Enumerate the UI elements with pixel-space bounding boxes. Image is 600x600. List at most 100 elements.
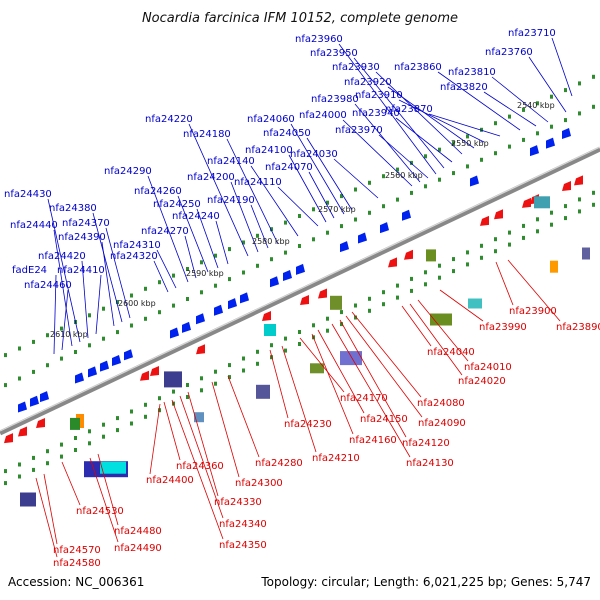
- forward-gene-label: nfa23810: [448, 67, 496, 78]
- genome-backbone: [0, 146, 600, 436]
- reverse-gene-arrow: [18, 426, 27, 437]
- track-dot-inner-rev: [354, 303, 357, 308]
- track-dot-inner-rev: [102, 422, 105, 427]
- track-dot-inner-fwd: [536, 131, 539, 136]
- forward-gene-label: nfa24240: [172, 211, 220, 222]
- forward-gene-arrow: [358, 232, 367, 244]
- reverse-gene-arrow: [480, 215, 489, 226]
- track-dot-outer-rev: [18, 474, 21, 479]
- track-dot-inner-fwd: [284, 250, 287, 255]
- reverse-gene-label: nfa24080: [417, 398, 465, 409]
- forward-gene-label: nfa24190: [207, 195, 255, 206]
- track-dot-outer-rev: [60, 454, 63, 459]
- reverse-gene-label: nfa24090: [418, 418, 466, 429]
- track-dot-inner-fwd: [550, 124, 553, 129]
- track-dot-outer-fwd: [88, 313, 91, 318]
- reverse-leader-line: [43, 473, 58, 545]
- reverse-gene-arrow: [388, 257, 397, 268]
- track-dot-outer-fwd: [536, 101, 539, 106]
- reverse-leader-line: [211, 381, 240, 478]
- kbp-ruler: 2540 kbp 2550 kbp 2560 kbp 2570 kbp 2580 kbp…: [50, 101, 555, 339]
- inner-feature-block: [534, 196, 550, 209]
- track-dot-inner-rev: [144, 402, 147, 407]
- forward-gene-label: nfa23980: [311, 94, 359, 105]
- forward-gene-label: nfa24320: [110, 251, 158, 262]
- forward-gene-label: nfa24050: [263, 128, 311, 139]
- track-dot-outer-fwd: [522, 107, 525, 112]
- forward-leader-line: [92, 212, 123, 323]
- forward-gene-arrow: [75, 372, 84, 384]
- outer-feature-block: [256, 384, 270, 399]
- track-dot-inner-rev: [368, 296, 371, 301]
- forward-gene-arrow: [88, 366, 97, 378]
- track-dot-outer-fwd: [508, 114, 511, 119]
- track-dot-outer-rev: [592, 202, 595, 207]
- reverse-leader-line: [163, 401, 181, 461]
- forward-leader-line: [81, 260, 89, 339]
- forward-gene-arrow: [214, 304, 223, 316]
- forward-gene-arrow: [112, 354, 121, 366]
- forward-leader-line: [308, 171, 335, 219]
- map-title: Nocardia farcinica IFM 10152, complete g…: [142, 11, 458, 26]
- track-dot-inner-fwd: [214, 283, 217, 288]
- reverse-gene-label: nfa24580: [53, 558, 101, 569]
- outer-feature-block: [550, 260, 558, 273]
- track-dot-inner-rev: [270, 343, 273, 348]
- track-dot-outer-fwd: [410, 160, 413, 165]
- forward-gene-label: nfa23860: [394, 62, 442, 73]
- track-dot-outer-rev: [284, 348, 287, 353]
- reverse-gene-arrow: [318, 288, 327, 299]
- track-dot-outer-rev: [200, 388, 203, 393]
- forward-leader-line: [250, 204, 269, 249]
- forward-gene-label: nfa24200: [187, 172, 235, 183]
- reverse-leader-line: [317, 329, 365, 414]
- forward-gene-arrow: [100, 360, 109, 372]
- track-dot-outer-fwd: [60, 326, 63, 331]
- forward-gene-label: nfa24390: [58, 232, 106, 243]
- track-dot-inner-rev: [116, 416, 119, 421]
- track-dot-inner-fwd: [410, 190, 413, 195]
- track-dot-outer-rev: [102, 434, 105, 439]
- forward-gene-label: nfa23820: [440, 82, 488, 93]
- track-dot-outer-fwd: [4, 353, 7, 358]
- reverse-gene-arrow: [562, 181, 571, 192]
- forward-gene-label: nfa24100: [245, 145, 293, 156]
- forward-leader-line: [353, 57, 445, 169]
- track-dot-inner-fwd: [312, 237, 315, 242]
- forward-gene-label: nfa23940: [352, 108, 400, 119]
- reverse-leader-line: [331, 323, 411, 458]
- forward-leader-line: [277, 186, 319, 227]
- track-dot-outer-rev: [382, 302, 385, 307]
- forward-leader-line: [428, 113, 501, 137]
- track-dot-outer-rev: [410, 288, 413, 293]
- track-dot-outer-fwd: [200, 260, 203, 265]
- reverse-gene-arrow: [196, 344, 205, 355]
- track-dot-inner-fwd: [494, 151, 497, 156]
- reverse-gene-arrow: [522, 197, 531, 208]
- track-dot-outer-fwd: [102, 306, 105, 311]
- track-dot-outer-fwd: [368, 180, 371, 185]
- gene-leader-lines: [35, 37, 573, 558]
- track-dot-inner-fwd: [438, 177, 441, 182]
- forward-leader-line: [528, 56, 567, 113]
- forward-gene-arrow: [170, 327, 179, 339]
- track-dot-inner-rev: [242, 356, 245, 361]
- forward-leader-line: [53, 274, 57, 355]
- track-dot-outer-fwd: [158, 280, 161, 285]
- forward-gene-label: nfa23710: [508, 28, 556, 39]
- reverse-gene-label: nfa24230: [284, 419, 332, 430]
- track-dot-outer-rev: [424, 282, 427, 287]
- forward-gene-arrow: [18, 401, 27, 413]
- forward-gene-labels: nfa23710 nfa23760 nfa23810 nfa23820 nfa23860…: [4, 28, 556, 291]
- reverse-gene-label: nfa24360: [176, 461, 224, 472]
- track-dot-outer-rev: [130, 421, 133, 426]
- reverse-leader-line: [417, 299, 469, 362]
- forward-gene-label: nfa24140: [207, 156, 255, 167]
- reverse-leader-line: [89, 457, 119, 543]
- forward-gene-label: nfa24290: [104, 166, 152, 177]
- track-dot-outer-rev: [298, 342, 301, 346]
- forward-gene-arrow: [124, 349, 133, 361]
- track-dot-outer-rev: [88, 441, 91, 446]
- forward-gene-arrow: [340, 241, 349, 253]
